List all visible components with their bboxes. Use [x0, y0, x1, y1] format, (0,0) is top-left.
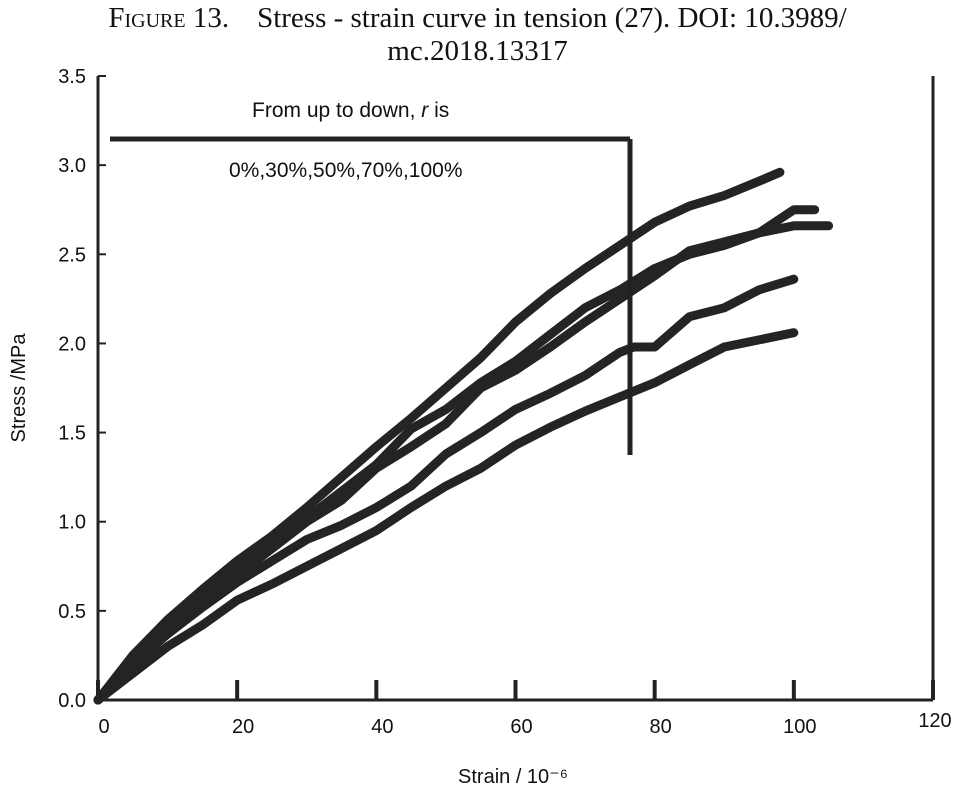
series-line-4 [93, 274, 799, 705]
y-tick-label: 1.0 [58, 512, 86, 534]
annotation-line-2: 0%,30%,50%,70%,100% [229, 159, 463, 182]
y-tick-label: 3.5 [58, 66, 86, 88]
x-tick-label: 0 [98, 716, 109, 738]
y-tick-label: 0.0 [58, 690, 86, 712]
x-tick-label: 20 [232, 716, 254, 738]
y-tick-label: 1.5 [58, 423, 86, 445]
x-tick-label: 40 [371, 716, 393, 738]
x-tick-label: 100 [783, 716, 816, 738]
y-tick-label: 2.5 [58, 244, 86, 266]
series-line-1 [93, 167, 785, 705]
x-tick-label: 120 [918, 710, 951, 732]
annotation-prefix: From up to down, [252, 99, 421, 122]
x-tick-label: 60 [510, 716, 532, 738]
x-tick-label: 80 [650, 716, 672, 738]
x-ticks: 0 20 40 60 80 100 120 [96, 680, 952, 738]
x-axis-title: Strain / 10⁻⁶ [458, 766, 568, 788]
caption-line-2: mc.2018.13317 [387, 35, 568, 67]
caption-line-1: Stress - strain curve in tension (27). D… [257, 2, 847, 34]
annotation-variable: r [421, 99, 429, 122]
figure-caption: Figure 13. Stress - strain curve in tensi… [0, 2, 955, 68]
y-tick-label: 2.0 [58, 333, 86, 355]
annotation-suffix: is [428, 99, 449, 122]
y-tick-label: 0.5 [58, 601, 86, 623]
series-line-3 [93, 221, 834, 705]
series-layer [93, 167, 834, 705]
series-line-5 [93, 328, 799, 705]
y-ticks: 0.0 0.5 1.0 1.5 2.0 2.5 3.0 3.5 [58, 66, 106, 712]
y-axis-title: Stress /MPa [8, 333, 30, 443]
legend-bracket [110, 136, 633, 455]
annotation-line-1: From up to down, r is [252, 99, 449, 122]
y-tick-label: 3.0 [58, 155, 86, 177]
figure-label: Figure 13. [108, 2, 230, 34]
